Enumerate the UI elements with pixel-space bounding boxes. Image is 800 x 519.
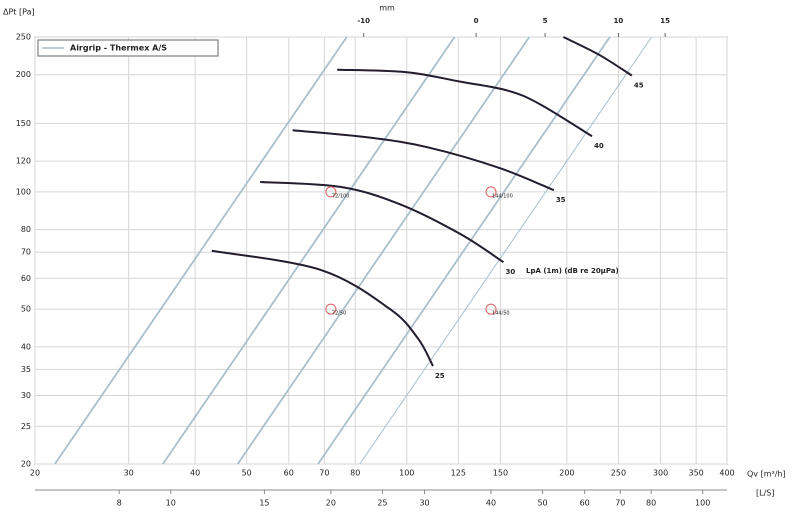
top-tick-label: 15 <box>660 17 670 25</box>
fan-curve <box>337 68 593 138</box>
x-tick-label: 20 <box>30 469 40 478</box>
y-tick-label: 80 <box>21 225 31 234</box>
x-tick-label: 350 <box>689 469 704 478</box>
top-tick-label: -10 <box>357 17 370 25</box>
curve-label: 25 <box>435 372 445 380</box>
y-tick-label: 35 <box>21 365 31 374</box>
point-label: 144/100 <box>492 193 513 199</box>
x-tick-label: 125 <box>451 469 466 478</box>
grid <box>34 36 728 465</box>
y-tick-label: 250 <box>16 33 31 42</box>
x2-tick-label: 25 <box>377 499 387 508</box>
x-tick-label: 300 <box>653 469 668 478</box>
y-tick-label: 30 <box>21 391 31 400</box>
curve-label: 45 <box>634 82 644 90</box>
x2-tick-label: 10 <box>166 499 176 508</box>
y-tick-label: 60 <box>21 274 31 283</box>
x-tick-label: 40 <box>190 469 200 478</box>
point <box>325 303 337 315</box>
x-tick-label: 60 <box>284 469 294 478</box>
x2-tick-label: 30 <box>419 499 429 508</box>
y-tick-label: 40 <box>21 342 31 351</box>
annotation: LpA (1m) (dB re 20µPa) <box>526 267 619 275</box>
point-label: 144/50 <box>492 311 510 317</box>
top-axis-label: mm <box>379 4 395 13</box>
x2-tick-label: 100 <box>695 499 710 508</box>
point <box>325 186 337 198</box>
curve-label: 35 <box>556 196 566 204</box>
y-tick-label: 100 <box>16 187 31 196</box>
curve-label: 40 <box>594 142 604 150</box>
y-tick-label: 120 <box>16 157 31 166</box>
legend-box <box>37 39 219 57</box>
y-axis-label: ΔPt [Pa] <box>3 8 35 17</box>
x2-tick-label: 40 <box>486 499 496 508</box>
x-tick-label: 200 <box>559 469 574 478</box>
x-tick-label: 80 <box>350 469 360 478</box>
point-label: 72/50 <box>332 311 346 317</box>
x2-tick-label: 8 <box>117 499 122 508</box>
y-tick-label: 50 <box>21 305 31 314</box>
system-line <box>162 36 456 465</box>
y-tick-label: 70 <box>21 248 31 257</box>
system-line <box>54 36 348 465</box>
x-tick-label: 100 <box>399 469 414 478</box>
x2-tick-label: 70 <box>615 499 625 508</box>
top-tick-label: 0 <box>474 17 479 25</box>
system-line <box>359 36 653 465</box>
y-tick-label: 150 <box>16 119 31 128</box>
top-tick-label: 10 <box>614 17 624 25</box>
system-line <box>317 36 611 465</box>
x-tick-label: 150 <box>493 469 508 478</box>
y-tick-label: 200 <box>16 70 31 79</box>
fan-curve <box>260 181 505 263</box>
fan-curve <box>292 129 555 192</box>
x-tick-label: 30 <box>124 469 134 478</box>
point-label: 72/100 <box>332 193 350 199</box>
fan-curve <box>211 249 434 367</box>
x2-tick-label: 60 <box>580 499 590 508</box>
x2-tick-label: 80 <box>646 499 656 508</box>
x2-axis-label: [L/S] <box>756 489 774 498</box>
top-tick-label: 5 <box>543 17 548 25</box>
x-tick-label: 250 <box>611 469 626 478</box>
x-axis-label: Qv [m³/h] <box>747 470 786 479</box>
point <box>485 303 497 315</box>
legend-label: Airgrip - Thermex A/S <box>70 44 167 53</box>
curve-label: 30 <box>505 268 515 276</box>
x-tick-label: 70 <box>319 469 329 478</box>
fan-curve <box>562 36 633 77</box>
y-tick-label: 20 <box>21 460 31 469</box>
y-tick-label: 25 <box>21 422 31 431</box>
x2-tick-label: 50 <box>537 499 547 508</box>
point <box>485 186 497 198</box>
system-line <box>236 36 531 465</box>
x2-tick-label: 15 <box>259 499 269 508</box>
x-tick-label: 50 <box>242 469 252 478</box>
x-tick-label: 400 <box>719 469 734 478</box>
plot-frame <box>34 36 728 465</box>
x2-tick-label: 20 <box>326 499 336 508</box>
